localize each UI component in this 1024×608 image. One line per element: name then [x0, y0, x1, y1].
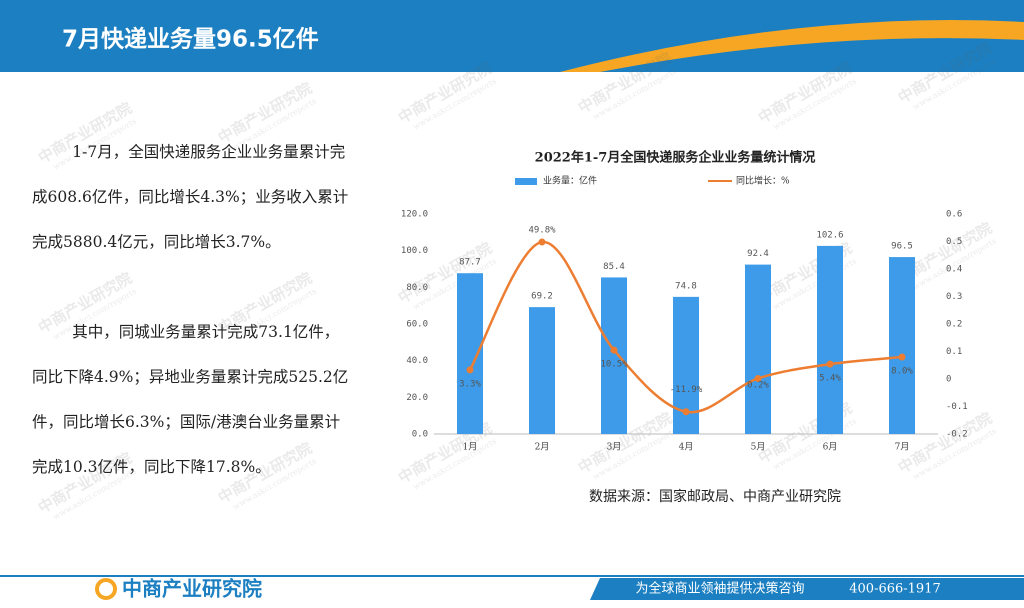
legend-swatch: [515, 178, 537, 185]
x-tick-label: 4月: [679, 442, 694, 453]
line-value-label: 0.2%: [747, 381, 769, 391]
line-value-label: 5.4%: [819, 374, 841, 384]
y2-tick-label: 0.2: [946, 320, 962, 330]
y2-tick-label: -0.1: [946, 402, 968, 412]
y2-tick-label: 0: [946, 375, 951, 385]
footer-logo: 中商产业研究院: [122, 577, 262, 601]
paragraph: 其中，同城业务量累计完成73.1亿件，同比下降4.9%；异地业务量累计完成525…: [32, 323, 349, 476]
line-point: [826, 360, 834, 368]
bar-value-label: 69.2: [531, 292, 553, 302]
y-tick-label: 60.0: [406, 320, 428, 330]
chart: 0.0 20.0 40.0 60.0 80.0 100.0 120.0 -0.2 -0.1 0 0.…: [401, 175, 968, 453]
footer-line: [0, 575, 1024, 577]
y2-tick-label: 0.3: [946, 292, 962, 302]
y2-tick-label: 0.5: [946, 237, 962, 247]
y-tick-label: 120.0: [401, 210, 428, 220]
line-point: [538, 238, 546, 246]
line-value-label: 49.8%: [528, 226, 556, 236]
bar-value-label: 96.5: [891, 242, 913, 252]
footer-phone: 400-666-1917: [849, 582, 941, 597]
y-tick-label: 100.0: [401, 246, 428, 256]
legend-label: 业务量：亿件: [543, 175, 597, 187]
bar: [889, 257, 915, 434]
y2-tick-label: 0.4: [946, 265, 962, 275]
line-value-label: 3.3%: [459, 379, 481, 389]
x-tick-label: 5月: [751, 442, 766, 453]
footer-bar: [590, 578, 1024, 600]
y2-tick-label: -0.2: [946, 430, 968, 440]
line-point: [610, 346, 618, 354]
y-tick-label: 20.0: [406, 393, 428, 403]
paragraph: 1-7月，全国快递服务企业业务量累计完成608.6亿件，同比增长4.3%；业务收…: [32, 143, 349, 251]
legend-label: 同比增长：%: [736, 175, 790, 187]
source: 数据来源：国家邮政局、中商产业研究院: [589, 488, 841, 505]
header-accent: [600, 38, 1024, 72]
y2-tick-label: 0.1: [946, 347, 962, 357]
bar-value-label: 92.4: [747, 249, 769, 259]
y-tick-label: 0.0: [412, 430, 428, 440]
x-tick-label: 2月: [535, 442, 550, 453]
chart-title: 2022年1-7月全国快递服务企业业务量统计情况: [535, 150, 816, 166]
line-point: [898, 353, 906, 361]
bar-value-label: 87.7: [459, 258, 481, 268]
bar: [529, 307, 555, 434]
bar: [457, 273, 483, 434]
line-point: [466, 366, 474, 374]
footer-slogan: 为全球商业领袖提供决策咨询: [635, 581, 804, 597]
line-value-label: 8.0%: [891, 367, 913, 377]
bar: [817, 245, 843, 434]
line-point: [682, 408, 690, 416]
bar-value-label: 85.4: [603, 262, 625, 272]
bar: [745, 264, 771, 434]
logo-icon: [95, 578, 117, 600]
y-tick-label: 40.0: [406, 356, 428, 366]
x-tick-label: 6月: [823, 442, 838, 453]
bar: [601, 277, 627, 434]
header-title: 7月快递业务量96.5亿件: [62, 26, 319, 53]
bar-value-label: 74.8: [675, 281, 697, 291]
y-tick-label: 80.0: [406, 283, 428, 293]
y2-tick-label: 0.6: [946, 210, 962, 220]
x-tick-label: 1月: [463, 442, 478, 453]
x-tick-label: 3月: [607, 442, 622, 453]
x-tick-label: 7月: [895, 442, 910, 453]
line: [468, 240, 903, 414]
line-value-label: -11.9%: [670, 385, 703, 395]
line-point: [754, 374, 762, 382]
bar-value-label: 102.6: [816, 230, 843, 240]
line-value-label: 10.5%: [600, 360, 628, 370]
